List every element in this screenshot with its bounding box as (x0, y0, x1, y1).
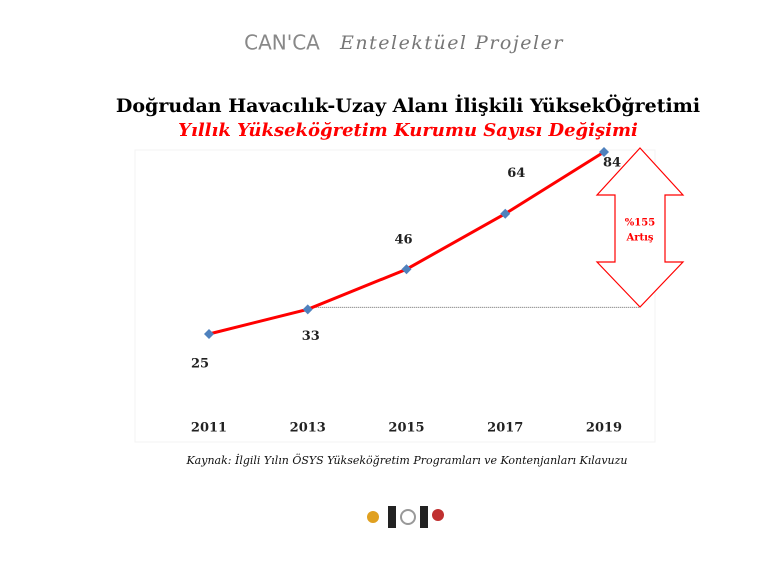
x-tick-label: 2015 (388, 421, 424, 436)
source: Kaynak: İlgili Yılın ÖSYS Yükseköğretim … (185, 453, 627, 467)
annotation: Artış (625, 233, 653, 244)
footer-logos (367, 506, 444, 528)
marker (401, 264, 412, 275)
chart-subtitle: Yıllık Yükseköğretim Kurumu Sayısı Değiş… (178, 120, 638, 141)
brand: Entelektüel Projeler (339, 32, 564, 54)
x-tick-label: 2011 (191, 421, 227, 436)
data-label: 46 (394, 233, 412, 248)
data-label: 33 (302, 329, 320, 344)
marker (302, 304, 313, 315)
x-tick-label: 2013 (290, 421, 326, 436)
data-label: 64 (507, 166, 525, 181)
annotation: %155 (625, 218, 655, 229)
marker (599, 147, 609, 157)
chart-title: Doğrudan Havacılık-Uzay Alanı İlişkili Y… (116, 94, 700, 117)
data-label: 84 (603, 156, 621, 171)
logo: CAN'CA (244, 31, 320, 55)
x-tick-label: 2017 (487, 421, 523, 436)
data-label: 25 (191, 357, 209, 372)
marker (204, 329, 214, 339)
marker (500, 208, 511, 219)
plot-area (134, 149, 656, 443)
x-tick-label: 2019 (586, 421, 622, 436)
